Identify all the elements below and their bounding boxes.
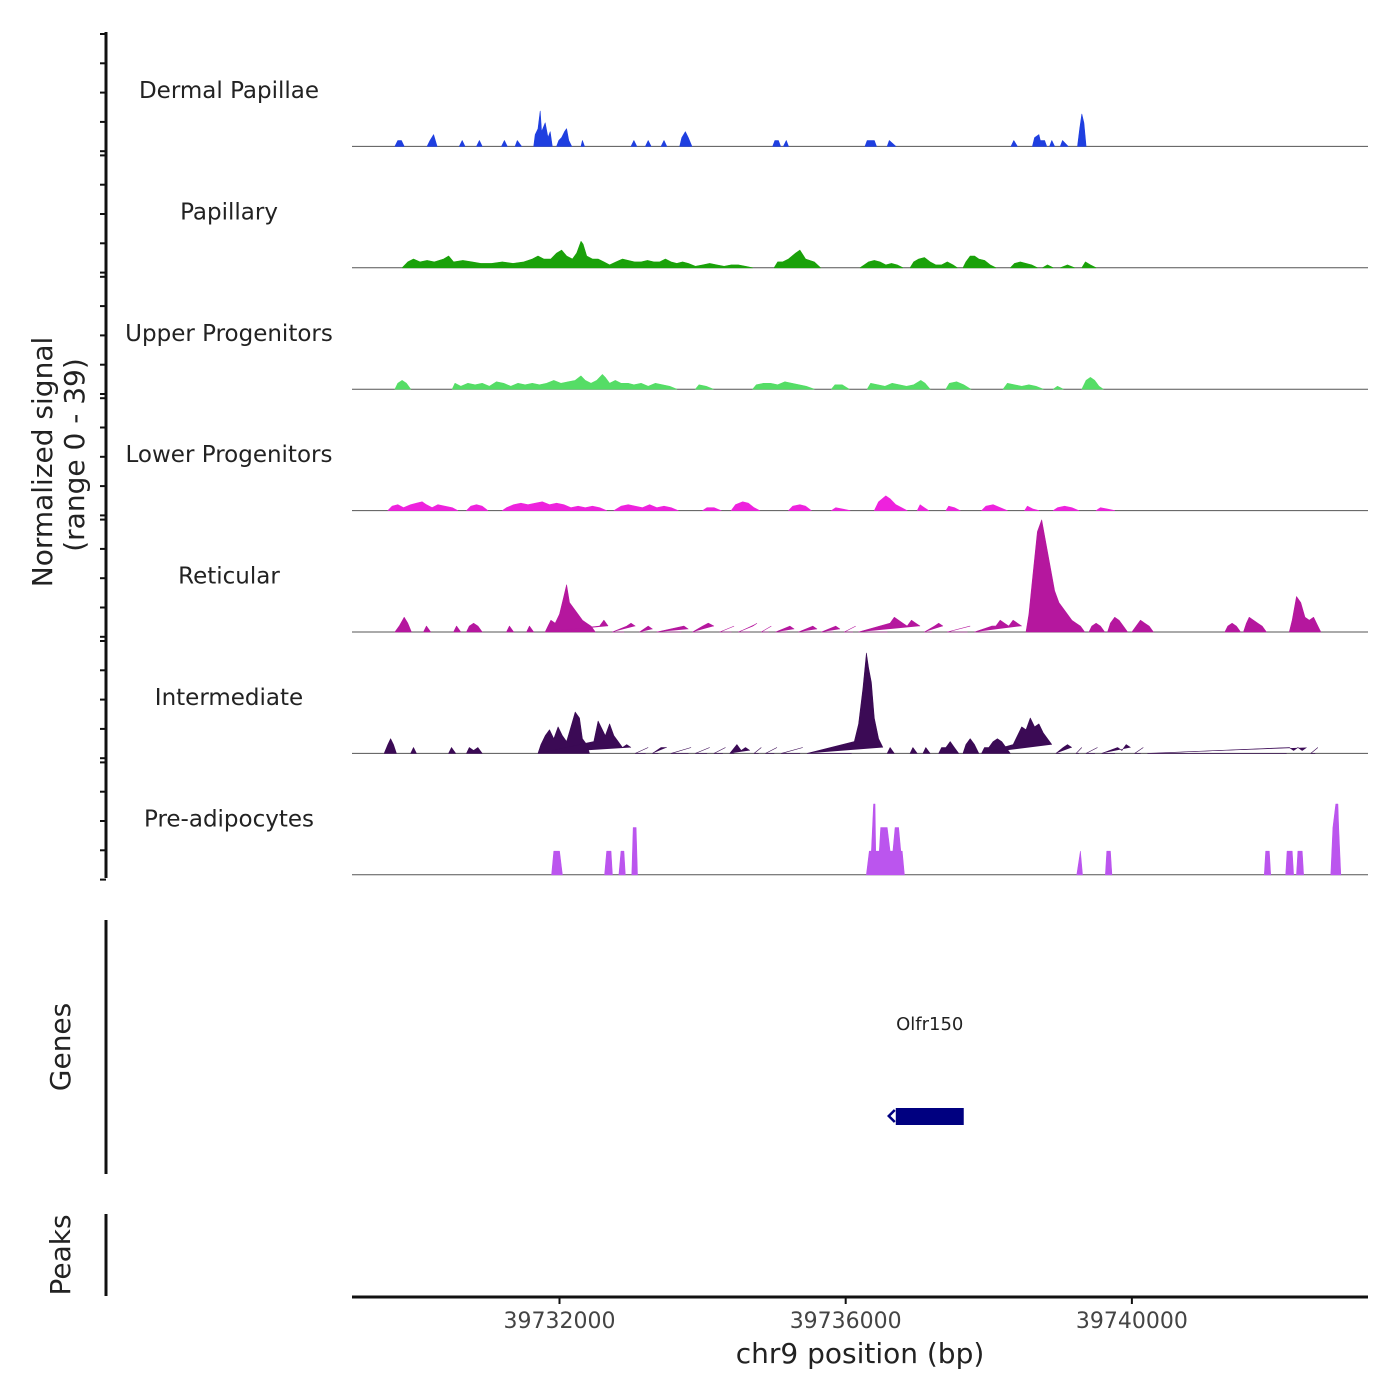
track-label: Reticular (178, 564, 280, 590)
track-intermediate: Intermediate (155, 653, 1368, 754)
track-dermal-papillae: Dermal Papillae (139, 78, 1368, 147)
x-tick-label: 39736000 (790, 1309, 902, 1334)
signal-area (387, 495, 1115, 511)
signal-area (394, 519, 1322, 633)
track-label: Dermal Papillae (139, 78, 319, 104)
track-lower-progenitors: Lower Progenitors (126, 442, 1368, 512)
signal-tracks: Dermal Papillae Papillary Upper Progenitor… (125, 78, 1368, 876)
signal-area (551, 803, 1342, 876)
peaks-panel: Peaks (44, 1214, 108, 1296)
gene-label: Olfr150 (896, 1014, 963, 1035)
track-papillary: Papillary (180, 199, 1368, 269)
signal-area (384, 653, 1322, 753)
y-axis-title: Normalized signal (range 0 - 39) (26, 337, 91, 588)
x-tick-label: 39740000 (1076, 1309, 1188, 1334)
signal-area (401, 241, 1097, 269)
track-pre-adipocytes: Pre-adipocytes (144, 803, 1368, 876)
strand-arrow (887, 1109, 896, 1123)
x-axis-title: chr9 position (bp) (736, 1337, 985, 1370)
track-upper-progenitors: Upper Progenitors (125, 321, 1368, 390)
y-axis-title-line2: (range 0 - 39) (58, 358, 91, 552)
track-label: Upper Progenitors (125, 321, 333, 347)
track-label: Papillary (180, 199, 278, 225)
track-reticular: Reticular (178, 519, 1368, 633)
track-label: Lower Progenitors (126, 442, 333, 468)
x-tick-label: 39732000 (504, 1309, 616, 1334)
genes-axis-title: Genes (44, 1003, 77, 1091)
peaks-axis-title: Peaks (44, 1214, 77, 1295)
signal-area (394, 374, 1104, 390)
track-axis (100, 32, 108, 881)
genes-panel: Genes Olfr150 (44, 920, 964, 1174)
x-axis: chr9 position (bp) 39732000 39736000 39740… (352, 1295, 1368, 1370)
track-label: Intermediate (155, 685, 303, 711)
gene-body (895, 1108, 964, 1125)
track-label: Pre-adipocytes (144, 806, 314, 832)
y-axis-title-line1: Normalized signal (26, 337, 59, 588)
signal-area (394, 110, 1087, 147)
